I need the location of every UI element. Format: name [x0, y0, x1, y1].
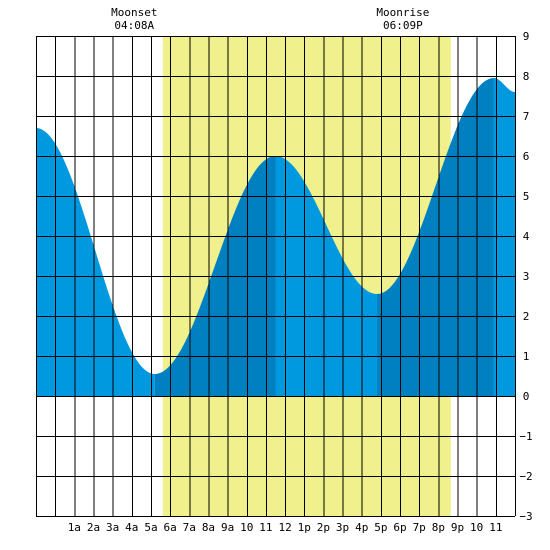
x-tick-label: 1a	[68, 521, 81, 534]
x-tick-label: 3a	[106, 521, 119, 534]
y-tick-label: 6	[523, 150, 530, 163]
x-tick-label: 7a	[183, 521, 196, 534]
y-tick-label: 2	[523, 310, 530, 323]
x-tick-label: 10	[240, 521, 253, 534]
y-tick-label: 7	[523, 110, 530, 123]
moonrise-time: 06:09P	[383, 19, 423, 32]
x-tick-label: 1p	[298, 521, 311, 534]
x-tick-label: 12	[278, 521, 291, 534]
y-tick-label: 8	[523, 70, 530, 83]
tide-segment-1	[36, 128, 155, 396]
x-tick-label: 3p	[336, 521, 349, 534]
x-tick-label: 6p	[393, 521, 406, 534]
x-tick-label: 10	[470, 521, 483, 534]
y-tick-label: 0	[523, 390, 530, 403]
y-tick-label: 4	[523, 230, 530, 243]
x-tick-label: 8a	[202, 521, 215, 534]
y-tick-label: −3	[519, 510, 532, 523]
x-tick-label: 4a	[125, 521, 138, 534]
x-tick-label: 2p	[317, 521, 330, 534]
y-tick-label: −2	[519, 470, 532, 483]
y-tick-label: 1	[523, 350, 530, 363]
x-tick-label: 2a	[87, 521, 100, 534]
x-tick-label: 9p	[451, 521, 464, 534]
y-tick-label: −1	[519, 430, 532, 443]
grid-layer	[36, 36, 516, 517]
y-tick-label: 3	[523, 270, 530, 283]
x-tick-label: 6a	[163, 521, 176, 534]
y-tick-label: 9	[523, 30, 530, 43]
x-tick-label: 5p	[374, 521, 387, 534]
y-tick-label: 5	[523, 190, 530, 203]
x-tick-label: 11	[259, 521, 272, 534]
x-tick-label: 11	[489, 521, 502, 534]
moonset-label: Moonset	[111, 6, 157, 19]
x-tick-label: 4p	[355, 521, 368, 534]
x-tick-label: 9a	[221, 521, 234, 534]
moonrise-label: Moonrise	[376, 6, 429, 19]
x-tick-label: 5a	[144, 521, 157, 534]
x-tick-label: 8p	[432, 521, 445, 534]
moonset-time: 04:08A	[114, 19, 154, 32]
x-tick-label: 7p	[413, 521, 426, 534]
label-layer: 1a 2a 3a 4a 5a 6a 7a 8a 9a 10 11 12 1p 2p 3p 4p 5p 6p 7p 8p…	[68, 6, 533, 534]
